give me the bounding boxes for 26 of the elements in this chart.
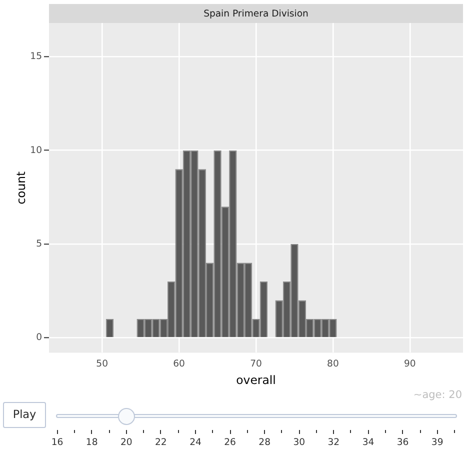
x-tick-label: 90 (404, 358, 416, 370)
text: Play (12, 408, 36, 421)
text: 36 (396, 437, 409, 449)
text: 28 (258, 437, 271, 449)
y-tick-label: 5 (36, 238, 42, 250)
text: 26 (224, 437, 236, 449)
x-axis-title: overall (236, 373, 276, 388)
y-tick-label: 0 (36, 332, 42, 344)
text: 34 (362, 437, 374, 449)
text: 39 (431, 437, 444, 449)
x-tick-label: 80 (327, 358, 339, 370)
chart-title: Spain Primera Division (204, 8, 309, 20)
text: ~age: 20 (413, 389, 462, 402)
text: 18 (86, 437, 98, 449)
y-axis-title: count (14, 170, 28, 204)
text: 16 (51, 437, 64, 449)
y-tick-label: 15 (30, 51, 42, 62)
x-tick-label: 50 (96, 358, 108, 370)
text: 20 (120, 437, 132, 449)
x-tick-label: 70 (250, 358, 262, 370)
x-tick-label: 60 (173, 358, 186, 370)
text: 30 (293, 437, 306, 449)
y-tick-label: 10 (30, 144, 42, 156)
text: 22 (155, 437, 167, 449)
text: 24 (190, 437, 202, 449)
text: 32 (328, 437, 340, 449)
